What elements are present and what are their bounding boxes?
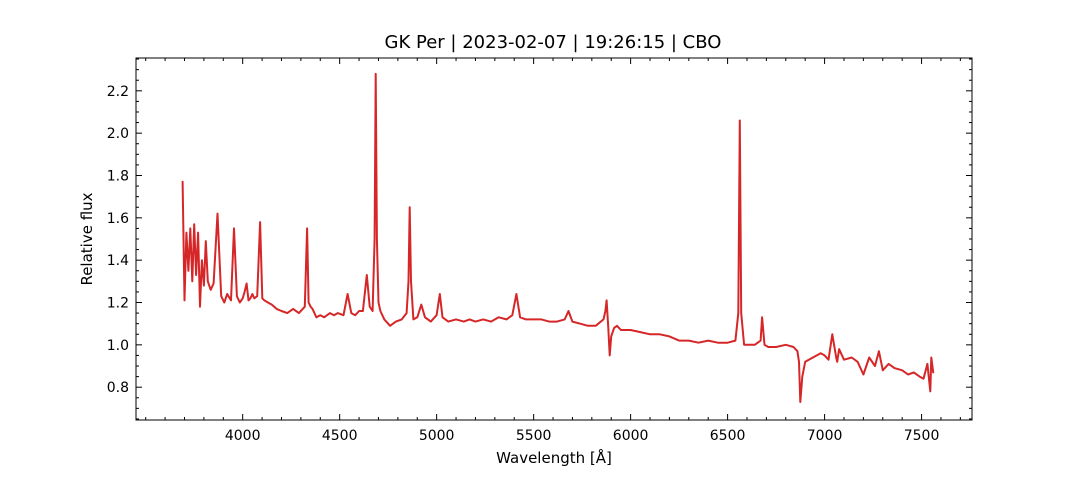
y-tick-label: 2.2 xyxy=(107,84,129,100)
x-tick-label: 4000 xyxy=(225,428,261,444)
y-tick-label: 1.6 xyxy=(107,211,129,227)
x-axis-title: Wavelength [Å] xyxy=(496,448,612,467)
x-tick-label: 4500 xyxy=(322,428,358,444)
axis-ticks: 4000 4500 5000 5500 6000 6500 7000 7500 0.8 1.0 1.… xyxy=(107,58,972,444)
y-tick-label: 1.8 xyxy=(107,168,129,184)
chart-title: GK Per | 2023-02-07 | 19:26:15 | CBO xyxy=(385,32,722,53)
spectrum-line xyxy=(181,72,935,403)
y-tick-label: 1.2 xyxy=(107,296,129,312)
x-tick-label: 5000 xyxy=(419,428,455,444)
x-tick-label: 6500 xyxy=(710,428,746,444)
y-axis-title: Relative flux xyxy=(78,192,96,285)
x-tick-label: 7000 xyxy=(807,428,843,444)
x-tick-label: 6000 xyxy=(613,428,649,444)
x-tick-label: 5500 xyxy=(516,428,552,444)
y-tick-label: 0.8 xyxy=(107,380,129,396)
x-tick-label: 7500 xyxy=(904,428,940,444)
y-tick-label: 2.0 xyxy=(107,126,129,142)
plot-frame xyxy=(135,57,973,421)
y-tick-label: 1.4 xyxy=(107,253,129,269)
y-tick-label: 1.0 xyxy=(107,338,129,354)
